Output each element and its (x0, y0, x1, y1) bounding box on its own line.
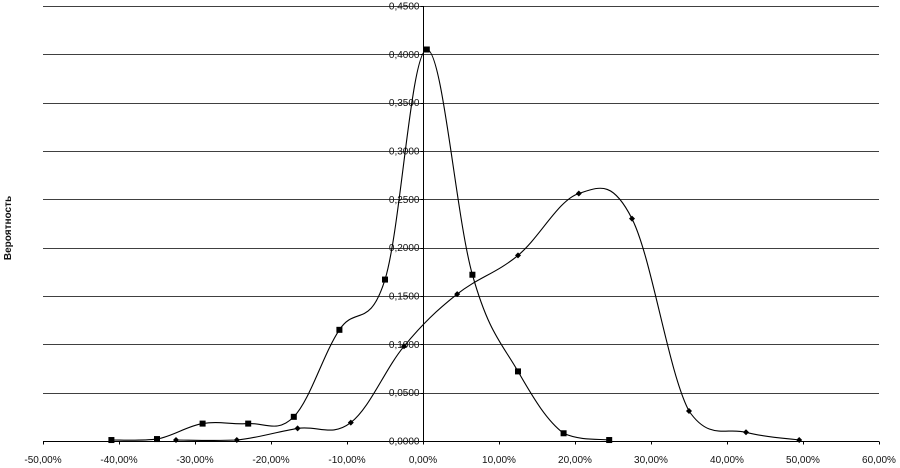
x-tick-label-11: 60,00% (862, 455, 896, 466)
series-group (108, 46, 803, 444)
x-tick-label-6: 10,00% (482, 455, 516, 466)
series-1-point-8 (629, 215, 635, 222)
series-1-point-2 (294, 425, 301, 432)
x-tick-label-0: -50,00% (24, 455, 61, 466)
x-tick-label-1: -40,00% (100, 455, 137, 466)
series-0-point-0 (108, 437, 115, 444)
series-0-point-11 (606, 437, 613, 444)
series-0-point-2 (199, 420, 206, 427)
x-tick-label-2: -30,00% (176, 455, 213, 466)
x-tick-label-8: 30,00% (634, 455, 668, 466)
axes (43, 6, 880, 445)
series-1-point-4 (401, 343, 407, 350)
series-0-point-4 (290, 413, 297, 420)
series-1-point-6 (515, 252, 521, 259)
tick-labels: 0,00000,05000,10000,15000,20000,25000,30… (24, 2, 896, 467)
y-tick-label-8: 0,4000 (389, 50, 420, 61)
series-1-point-5 (454, 291, 461, 298)
series-0-line (111, 48, 610, 441)
series-0-point-10 (560, 430, 567, 437)
y-tick-label-7: 0,3500 (389, 98, 420, 109)
x-tick-label-4: -10,00% (328, 455, 365, 466)
series-1-point-1 (233, 437, 240, 444)
series-1-point-10 (743, 429, 749, 436)
series-0-point-1 (154, 436, 160, 443)
y-axis-label: Вероятность (3, 196, 14, 260)
grid-lines (43, 6, 879, 394)
series-0-point-6 (382, 276, 388, 283)
series-0-point-3 (245, 420, 252, 427)
y-tick-label-5: 0,2500 (389, 195, 420, 206)
x-tick-label-7: 20,00% (558, 455, 592, 466)
series-1-point-11 (796, 437, 803, 444)
y-tick-label-0: 0,0000 (389, 437, 420, 448)
series-0-point-8 (469, 271, 476, 278)
series-0-point-5 (336, 326, 343, 333)
y-tick-label-1: 0,0500 (389, 388, 420, 399)
x-tick-label-9: 40,00% (710, 455, 744, 466)
x-tick-label-10: 50,00% (786, 455, 820, 466)
series-1-point-3 (347, 419, 354, 426)
y-tick-label-3: 0,1500 (389, 292, 420, 303)
series-1-point-7 (575, 190, 582, 197)
series-1-point-0 (173, 437, 179, 444)
y-tick-label-4: 0,2000 (389, 243, 420, 254)
series-0-point-9 (515, 368, 521, 375)
y-tick-label-6: 0,3000 (389, 147, 420, 158)
x-tick-label-5: 0,00% (409, 455, 437, 466)
series-1-point-9 (686, 408, 692, 415)
series-1-line (175, 187, 800, 441)
x-tick-label-3: -20,00% (252, 455, 289, 466)
series-0-point-7 (423, 46, 430, 53)
y-tick-label-9: 0,4500 (389, 2, 420, 13)
